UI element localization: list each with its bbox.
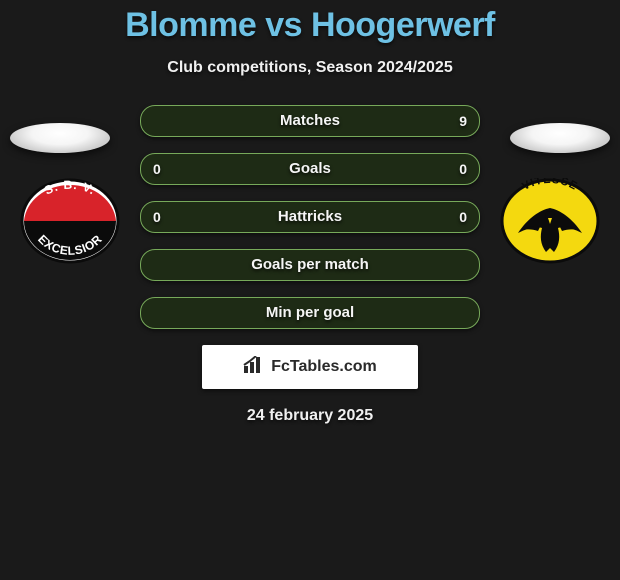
stat-label: Hattricks [141, 202, 479, 232]
club-badge-right: VITESSE [500, 178, 600, 264]
bars-icon [243, 356, 265, 379]
stat-label: Min per goal [141, 298, 479, 328]
site-credit[interactable]: FcTables.com [202, 345, 418, 389]
stat-row-goals-per-match: Goals per match [140, 249, 480, 281]
page-title: Blomme vs Hoogerwerf [0, 0, 620, 45]
player-avatar-left [10, 123, 110, 153]
stat-row-goals: 0 Goals 0 [140, 153, 480, 185]
page-subtitle: Club competitions, Season 2024/2025 [0, 59, 620, 77]
stat-label: Goals per match [141, 250, 479, 280]
site-credit-text: FcTables.com [271, 358, 377, 376]
stat-row-min-per-goal: Min per goal [140, 297, 480, 329]
stat-right-value: 9 [459, 106, 467, 136]
stat-row-hattricks: 0 Hattricks 0 [140, 201, 480, 233]
stat-label: Matches [141, 106, 479, 136]
stat-right-value: 0 [459, 154, 467, 184]
club-badge-left: S. B. V. EXCELSIOR [20, 178, 120, 264]
stats-table: Matches 9 0 Goals 0 0 Hattricks 0 Goals … [140, 105, 480, 329]
date-label: 24 february 2025 [0, 407, 620, 425]
stat-label: Goals [141, 154, 479, 184]
player-avatar-right [510, 123, 610, 153]
stat-row-matches: Matches 9 [140, 105, 480, 137]
stat-right-value: 0 [459, 202, 467, 232]
